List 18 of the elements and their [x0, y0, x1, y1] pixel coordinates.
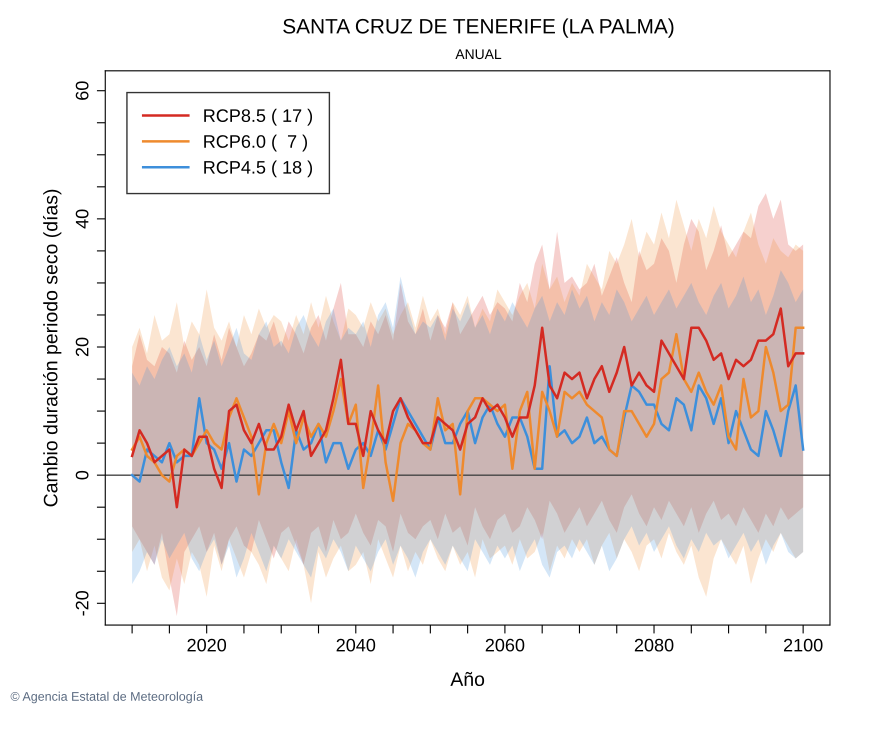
y-tick-label: 20: [76, 338, 89, 356]
x-tick-label: 2060: [486, 638, 524, 652]
y-axis-title: Cambio duración periodo seco (días): [43, 190, 62, 506]
x-tick-label: 2020: [187, 638, 226, 652]
x-tick-label: 2080: [634, 638, 674, 652]
x-tick-label: 2040: [336, 638, 376, 652]
x-tick-label: 2100: [784, 638, 823, 652]
text: © Agencia Estatal de Meteorología: [10, 692, 204, 704]
legend-label: RCP8.5 ( 17 ): [204, 108, 312, 126]
y-tick-label: -20: [76, 590, 89, 616]
x-axis-title: Año: [450, 672, 484, 686]
legend-label: RCP4.5 ( 18 ): [204, 160, 312, 178]
y-tick-label: 60: [76, 81, 89, 100]
y-tick-label: 0: [76, 470, 89, 480]
y-tick-label: 40: [76, 210, 89, 228]
legend-label: RCP6.0 ( 7 ): [204, 134, 308, 152]
chart-title: SANTA CRUZ DE TENERIFE (LA PALMA): [283, 18, 674, 38]
chart-subtitle: ANUAL: [455, 49, 502, 60]
